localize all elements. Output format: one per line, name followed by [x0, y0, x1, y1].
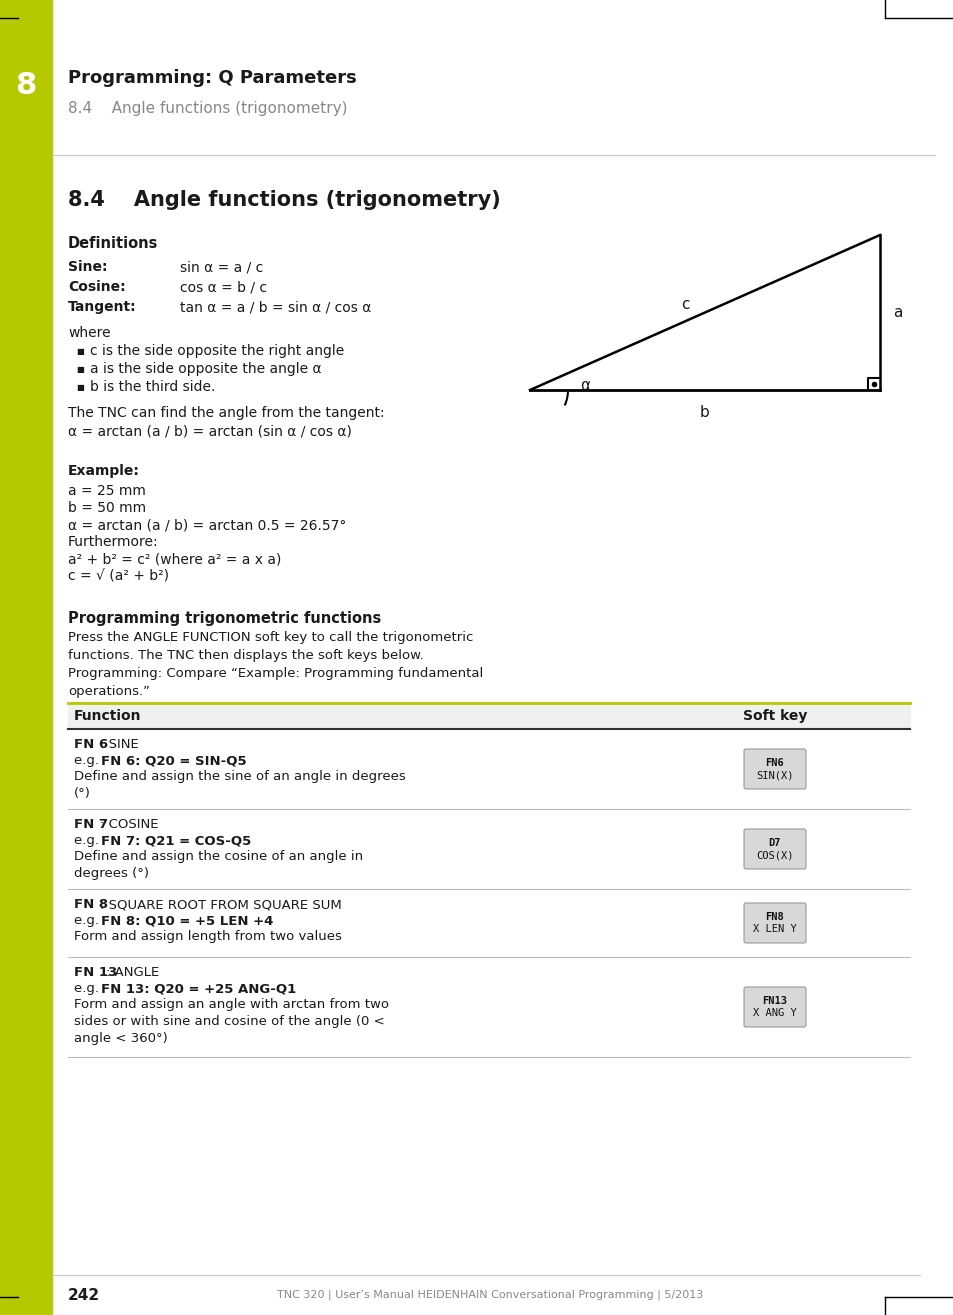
- Text: Sine:: Sine:: [68, 260, 108, 274]
- FancyBboxPatch shape: [743, 828, 805, 869]
- Text: ■: ■: [76, 366, 84, 373]
- Text: b is the third side.: b is the third side.: [90, 380, 215, 394]
- Text: Form and assign length from two values: Form and assign length from two values: [74, 930, 341, 943]
- FancyBboxPatch shape: [743, 903, 805, 943]
- Text: Programming: Compare “Example: Programming fundamental
operations.”: Programming: Compare “Example: Programmi…: [68, 667, 483, 698]
- Text: FN 6: FN 6: [74, 738, 108, 751]
- Text: ■: ■: [76, 383, 84, 392]
- Text: α = arctan (a / b) = arctan (sin α / cos α): α = arctan (a / b) = arctan (sin α / cos…: [68, 423, 352, 438]
- Bar: [68, 704, 909, 729]
- Text: FN 6: Q20 = SIN-Q5: FN 6: Q20 = SIN-Q5: [101, 753, 247, 767]
- FancyBboxPatch shape: [743, 988, 805, 1027]
- Text: FN 7: Q21 = COS-Q5: FN 7: Q21 = COS-Q5: [101, 834, 252, 847]
- Text: SIN(X): SIN(X): [756, 771, 793, 781]
- Text: COS(X): COS(X): [756, 851, 793, 860]
- Text: α: α: [579, 377, 590, 392]
- Bar: [68, 889, 909, 957]
- Text: FN 7: FN 7: [74, 818, 108, 831]
- Bar: [68, 957, 909, 1057]
- Text: FN 13: FN 13: [74, 967, 117, 978]
- Text: TNC 320 | User’s Manual HEIDENHAIN Conversational Programming | 5/2013: TNC 320 | User’s Manual HEIDENHAIN Conve…: [276, 1290, 702, 1301]
- Text: Define and assign the sine of an angle in degrees
(°): Define and assign the sine of an angle i…: [74, 771, 405, 800]
- Text: FN 13: Q20 = +25 ANG-Q1: FN 13: Q20 = +25 ANG-Q1: [101, 982, 296, 995]
- Text: FN 8: FN 8: [74, 898, 108, 911]
- Text: where: where: [68, 326, 111, 341]
- Text: FN13: FN13: [761, 995, 786, 1006]
- Text: e.g.: e.g.: [74, 753, 103, 767]
- Text: : SQUARE ROOT FROM SQUARE SUM: : SQUARE ROOT FROM SQUARE SUM: [100, 898, 341, 911]
- Text: a = 25 mm: a = 25 mm: [68, 484, 146, 498]
- Text: c = √ (a² + b²): c = √ (a² + b²): [68, 569, 169, 583]
- Text: c: c: [680, 297, 688, 312]
- Text: FN8: FN8: [765, 911, 783, 922]
- Text: 8: 8: [15, 71, 36, 100]
- Text: Example:: Example:: [68, 464, 140, 477]
- Text: 242: 242: [68, 1287, 100, 1302]
- Text: X LEN Y: X LEN Y: [752, 924, 796, 935]
- Text: Furthermore:: Furthermore:: [68, 535, 158, 548]
- Text: Function: Function: [74, 709, 141, 723]
- Text: c is the side opposite the right angle: c is the side opposite the right angle: [90, 345, 344, 358]
- Text: a is the side opposite the angle α: a is the side opposite the angle α: [90, 362, 321, 376]
- Text: Press the ANGLE FUNCTION soft key to call the trigonometric
functions. The TNC t: Press the ANGLE FUNCTION soft key to cal…: [68, 631, 473, 661]
- Text: Tangent:: Tangent:: [68, 300, 136, 314]
- Text: e.g.: e.g.: [74, 982, 103, 995]
- Text: e.g.: e.g.: [74, 914, 103, 927]
- Bar: [68, 809, 909, 889]
- Text: : ANGLE: : ANGLE: [107, 967, 159, 978]
- Text: 8.4    Angle functions (trigonometry): 8.4 Angle functions (trigonometry): [68, 189, 500, 210]
- Text: Programming trigonometric functions: Programming trigonometric functions: [68, 611, 381, 626]
- Text: Definitions: Definitions: [68, 235, 158, 251]
- Text: a² + b² = c² (where a² = a x a): a² + b² = c² (where a² = a x a): [68, 552, 281, 565]
- FancyBboxPatch shape: [743, 750, 805, 789]
- Text: b = 50 mm: b = 50 mm: [68, 501, 146, 515]
- Text: Programming: Q Parameters: Programming: Q Parameters: [68, 68, 356, 87]
- Text: a: a: [892, 305, 902, 320]
- Text: tan α = a / b = sin α / cos α: tan α = a / b = sin α / cos α: [180, 300, 371, 314]
- Text: ■: ■: [76, 347, 84, 356]
- Text: The TNC can find the angle from the tangent:: The TNC can find the angle from the tang…: [68, 406, 384, 419]
- Text: X ANG Y: X ANG Y: [752, 1009, 796, 1019]
- Text: Soft key: Soft key: [742, 709, 806, 723]
- Text: cos α = b / c: cos α = b / c: [180, 280, 267, 295]
- Text: FN 8: Q10 = +5 LEN +4: FN 8: Q10 = +5 LEN +4: [101, 914, 274, 927]
- Text: FN6: FN6: [765, 757, 783, 768]
- Text: D7: D7: [768, 838, 781, 848]
- Text: : COSINE: : COSINE: [100, 818, 158, 831]
- Bar: [68, 729, 909, 809]
- Text: 8.4    Angle functions (trigonometry): 8.4 Angle functions (trigonometry): [68, 100, 347, 116]
- Text: α = arctan (a / b) = arctan 0.5 = 26.57°: α = arctan (a / b) = arctan 0.5 = 26.57°: [68, 518, 346, 533]
- Text: : SINE: : SINE: [100, 738, 138, 751]
- Text: sin α = a / c: sin α = a / c: [180, 260, 263, 274]
- Text: b: b: [700, 405, 709, 419]
- Text: Define and assign the cosine of an angle in
degrees (°): Define and assign the cosine of an angle…: [74, 849, 363, 880]
- Text: Form and assign an angle with arctan from two
sides or with sine and cosine of t: Form and assign an angle with arctan fro…: [74, 998, 389, 1045]
- Bar: [0, 0, 52, 1315]
- Text: e.g.: e.g.: [74, 834, 103, 847]
- Text: Cosine:: Cosine:: [68, 280, 126, 295]
